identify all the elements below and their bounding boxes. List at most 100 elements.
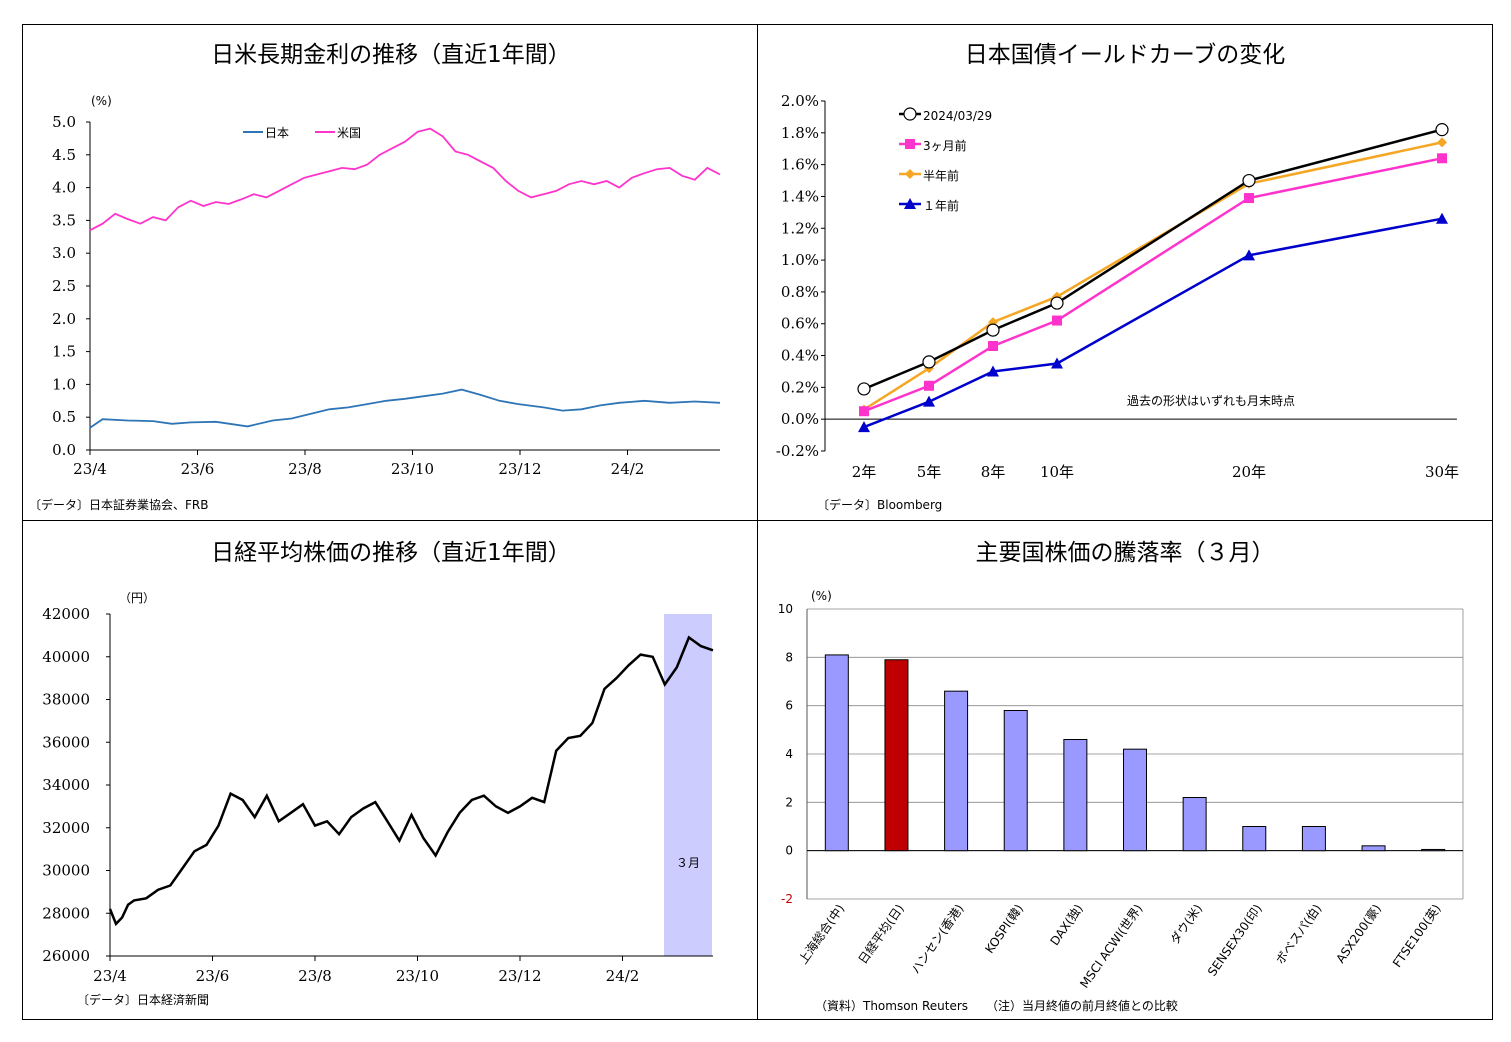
y-tick-label: 1.5 bbox=[52, 343, 76, 361]
yield-history-chart: 日米長期金利の推移（直近1年間） (%) 〔データ〕日本証券業協会、FRB 0.… bbox=[29, 42, 721, 512]
chart-title: 日米長期金利の推移（直近1年間） bbox=[211, 42, 571, 68]
y-tick-label: 2.0% bbox=[781, 92, 819, 110]
y-tick-label: 1.4% bbox=[781, 187, 819, 205]
legend-marker bbox=[904, 198, 916, 209]
x-tick-label: 24/2 bbox=[606, 967, 640, 985]
legend-label: 3ヶ月前 bbox=[923, 138, 967, 153]
x-tick-label: 23/4 bbox=[93, 967, 127, 985]
x-category-label: ASX200(豪) bbox=[1333, 901, 1384, 966]
y-tick-label: 36000 bbox=[42, 733, 90, 751]
march-highlight bbox=[664, 614, 712, 956]
y-tick-label: 2.5 bbox=[52, 277, 76, 295]
y-tick-label: 2 bbox=[785, 795, 793, 809]
y-tick-label: 6 bbox=[785, 699, 793, 713]
series-line bbox=[863, 157, 1443, 413]
nikkei-panel: 日経平均株価の推移（直近1年間） （円） 〔データ〕日本経済新聞 ３月 26000… bbox=[22, 520, 758, 1020]
data-point bbox=[1243, 249, 1255, 261]
data-point bbox=[1052, 315, 1062, 326]
x-tick-label: 23/8 bbox=[288, 460, 322, 478]
data-point bbox=[858, 421, 870, 433]
legend-marker bbox=[905, 169, 915, 179]
bar bbox=[944, 690, 969, 852]
series-line-us bbox=[89, 127, 721, 231]
y-tick-label: 4.0 bbox=[52, 179, 76, 197]
y-tick-label: -2 bbox=[781, 892, 793, 906]
y-tick-label: 10 bbox=[778, 602, 793, 616]
y-tick-label: 0.5 bbox=[52, 408, 76, 426]
x-tick-label: 23/12 bbox=[498, 460, 541, 478]
series-line bbox=[863, 217, 1443, 429]
chart-title: 日本国債イールドカーブの変化 bbox=[965, 42, 1286, 68]
y-axis-unit: （円） bbox=[119, 591, 155, 605]
bar bbox=[824, 654, 849, 852]
x-tick-label: 10年 bbox=[1040, 463, 1074, 481]
data-point bbox=[859, 406, 869, 417]
bar bbox=[1421, 848, 1446, 852]
y-tick-label: 2.0 bbox=[52, 310, 76, 328]
bar bbox=[1242, 826, 1267, 852]
y-tick-label: 0.6% bbox=[781, 315, 819, 333]
x-tick-label: 23/6 bbox=[181, 460, 215, 478]
global-stock-change-panel: 主要国株価の騰落率（３月） (%) （資料）Thomson Reuters （注… bbox=[757, 520, 1493, 1020]
x-tick-label: 23/10 bbox=[391, 460, 434, 478]
jgb-yield-curve-panel: 日本国債イールドカーブの変化 過去の形状はいずれも月末時点 〔データ〕Bloom… bbox=[757, 24, 1493, 521]
x-tick-label: 23/12 bbox=[498, 967, 541, 985]
y-tick-label: 3.0 bbox=[52, 244, 76, 262]
x-category-label: ダウ(米) bbox=[1167, 901, 1205, 947]
y-tick-label: 0.0% bbox=[781, 410, 819, 428]
y-tick-label: 1.0 bbox=[52, 375, 76, 393]
x-category-label: FTSE100(英) bbox=[1390, 902, 1444, 970]
legend-label: 米国 bbox=[337, 126, 361, 140]
y-tick-label: 0.0 bbox=[52, 441, 76, 459]
data-point bbox=[1436, 212, 1448, 224]
y-tick-label: 0.4% bbox=[781, 347, 819, 365]
source-note: 〔データ〕日本経済新聞 bbox=[77, 992, 209, 1007]
data-point bbox=[988, 341, 998, 351]
x-tick-label: 8年 bbox=[981, 463, 1006, 481]
series-line-japan bbox=[89, 388, 721, 429]
y-tick-label: 0 bbox=[785, 844, 793, 858]
data-point bbox=[857, 382, 871, 396]
stock-change-bar-chart: 主要国株価の騰落率（３月） (%) （資料）Thomson Reuters （注… bbox=[778, 540, 1464, 1013]
y-tick-label: 0.2% bbox=[781, 378, 819, 396]
y-axis-unit: (%) bbox=[811, 589, 832, 603]
y-tick-label: 0.8% bbox=[781, 283, 819, 301]
y-tick-label: 8 bbox=[785, 650, 793, 664]
y-tick-label: 1.6% bbox=[781, 156, 819, 174]
bar bbox=[1182, 797, 1207, 852]
x-category-label: 日経平均(日) bbox=[856, 902, 907, 967]
nikkei-line bbox=[108, 635, 714, 927]
x-tick-label: 23/6 bbox=[196, 967, 230, 985]
data-point bbox=[986, 323, 1000, 337]
source-note: 〔データ〕日本証券業協会、FRB bbox=[29, 497, 208, 512]
y-tick-label: 38000 bbox=[42, 691, 90, 709]
y-tick-label: 42000 bbox=[42, 605, 90, 623]
chart-title: 日経平均株価の推移（直近1年間） bbox=[211, 540, 571, 566]
chart-title: 主要国株価の騰落率（３月） bbox=[976, 540, 1275, 566]
x-tick-label: 30年 bbox=[1425, 463, 1459, 481]
y-tick-label: 32000 bbox=[42, 819, 90, 837]
bar bbox=[884, 659, 909, 852]
data-point bbox=[1437, 137, 1447, 148]
x-category-label: DAX(独) bbox=[1047, 902, 1085, 948]
y-tick-label: 5.0 bbox=[52, 113, 76, 131]
data-point bbox=[924, 380, 934, 391]
data-point bbox=[1437, 153, 1447, 164]
legend-marker bbox=[905, 139, 915, 149]
y-tick-label: 30000 bbox=[42, 862, 90, 880]
source-note: 〔データ〕Bloomberg bbox=[817, 497, 942, 512]
jgb-ust-yield-panel: 日米長期金利の推移（直近1年間） (%) 〔データ〕日本証券業協会、FRB 0.… bbox=[22, 24, 758, 521]
x-category-label: ボベスパ(伯) bbox=[1272, 901, 1324, 967]
bar bbox=[1063, 739, 1088, 852]
legend-label: １年前 bbox=[923, 198, 959, 213]
y-tick-label: 26000 bbox=[42, 947, 90, 965]
x-category-label: 上海総合(中) bbox=[795, 901, 847, 966]
y-tick-label: 1.2% bbox=[781, 219, 819, 237]
x-tick-label: 23/4 bbox=[73, 460, 107, 478]
data-point bbox=[1244, 193, 1254, 204]
y-tick-label: 1.8% bbox=[781, 124, 819, 142]
x-tick-label: 24/2 bbox=[611, 460, 645, 478]
data-point bbox=[1435, 123, 1449, 137]
x-tick-label: 23/8 bbox=[298, 967, 332, 985]
data-point bbox=[923, 395, 935, 407]
